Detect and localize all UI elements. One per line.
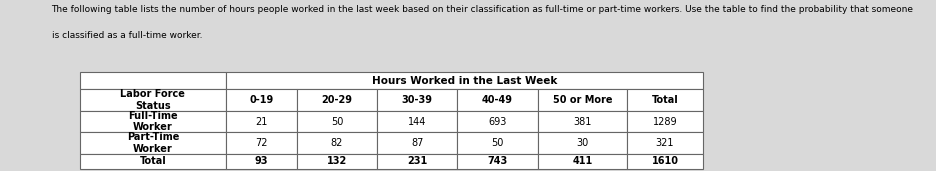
Text: 50 or More: 50 or More [552, 95, 611, 105]
Bar [226, 111, 297, 132]
Text: 411: 411 [572, 156, 592, 167]
Text: 50: 50 [330, 116, 343, 127]
Bar [297, 154, 376, 169]
Text: Part-Time
Worker: Part-Time Worker [126, 132, 179, 154]
Text: Full-Time
Worker: Full-Time Worker [128, 111, 178, 132]
Text: 93: 93 [255, 156, 268, 167]
Bar [376, 89, 457, 111]
Bar [457, 111, 537, 132]
Bar [80, 89, 226, 111]
Bar [537, 111, 626, 132]
Bar [226, 72, 702, 89]
Bar [626, 154, 702, 169]
Text: The following table lists the number of hours people worked in the last week bas: The following table lists the number of … [51, 5, 913, 14]
Text: Total: Total [139, 156, 166, 167]
Text: is classified as a full-time worker.: is classified as a full-time worker. [51, 31, 202, 40]
Bar [376, 154, 457, 169]
Text: 82: 82 [330, 138, 343, 148]
Bar [80, 132, 226, 154]
Text: 40-49: 40-49 [481, 95, 512, 105]
Bar [80, 154, 226, 169]
Text: 1610: 1610 [651, 156, 678, 167]
Text: 87: 87 [411, 138, 423, 148]
Bar [376, 132, 457, 154]
Bar [376, 111, 457, 132]
Bar [226, 132, 297, 154]
Bar [297, 89, 376, 111]
Bar [226, 89, 297, 111]
Text: 132: 132 [327, 156, 346, 167]
Bar [626, 132, 702, 154]
Text: 743: 743 [487, 156, 507, 167]
Text: 20-29: 20-29 [321, 95, 352, 105]
Text: Total: Total [651, 95, 678, 105]
Bar [626, 89, 702, 111]
Bar [537, 132, 626, 154]
Text: 693: 693 [488, 116, 506, 127]
Text: 381: 381 [573, 116, 591, 127]
Bar [80, 72, 226, 89]
Text: 231: 231 [406, 156, 427, 167]
Text: Labor Force
Status: Labor Force Status [120, 89, 185, 111]
Text: 144: 144 [407, 116, 426, 127]
Bar [297, 132, 376, 154]
Text: 72: 72 [255, 138, 268, 148]
Bar [297, 111, 376, 132]
Text: 30-39: 30-39 [402, 95, 432, 105]
Text: 0-19: 0-19 [249, 95, 273, 105]
Text: Hours Worked in the Last Week: Hours Worked in the Last Week [372, 76, 557, 86]
Bar [537, 89, 626, 111]
Bar [457, 154, 537, 169]
Text: 50: 50 [490, 138, 503, 148]
Bar [537, 154, 626, 169]
Text: 30: 30 [576, 138, 588, 148]
Text: 1289: 1289 [652, 116, 677, 127]
Bar [626, 111, 702, 132]
Bar [457, 132, 537, 154]
Bar [80, 111, 226, 132]
Bar [226, 154, 297, 169]
Text: 321: 321 [655, 138, 674, 148]
Bar [457, 89, 537, 111]
Text: 21: 21 [255, 116, 268, 127]
